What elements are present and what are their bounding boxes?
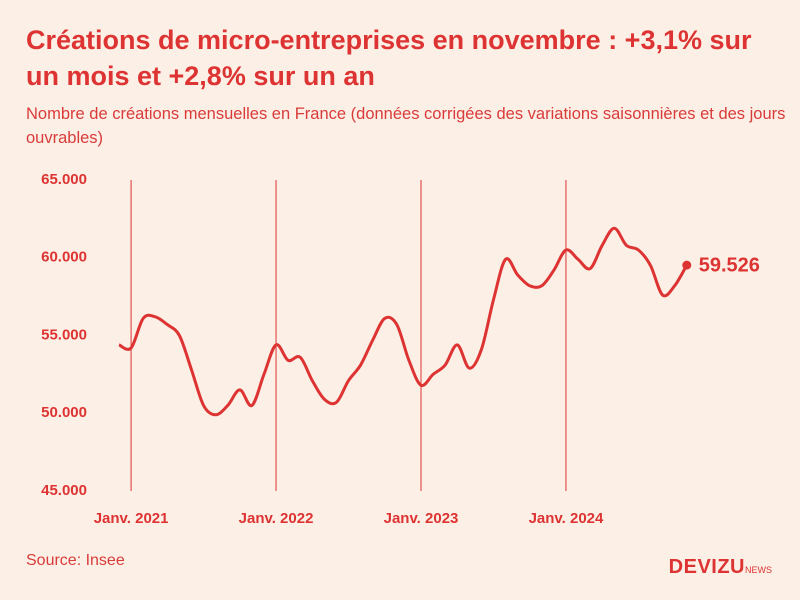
data-label: 59.526 (699, 254, 760, 276)
x-tick-label: Janv. 2023 (384, 510, 459, 527)
line (118, 226, 689, 417)
y-tick-label: 55.000 (41, 326, 87, 343)
source: Source: Insee (26, 552, 125, 569)
end-point (682, 260, 692, 270)
x-tick-label: Janv. 2024 (529, 510, 604, 527)
x-tick-label: Janv. 2021 (94, 510, 169, 527)
y-tick-label: 60.000 (41, 249, 87, 266)
x-tick-label: Janv. 2022 (239, 510, 314, 527)
chart-title: Créations de micro-entreprises en novemb… (26, 25, 752, 91)
logo-text: DEVIZU (668, 556, 745, 578)
chart-subtitle: Nombre de créations mensuelles en France… (26, 105, 786, 147)
logo: DEVIZUNEWS (669, 556, 772, 579)
logo-suffix: NEWS (745, 565, 772, 575)
y-tick-label: 45.000 (41, 482, 87, 499)
y-tick-label: 50.000 (41, 404, 87, 421)
y-tick-label: 65.000 (41, 171, 87, 188)
